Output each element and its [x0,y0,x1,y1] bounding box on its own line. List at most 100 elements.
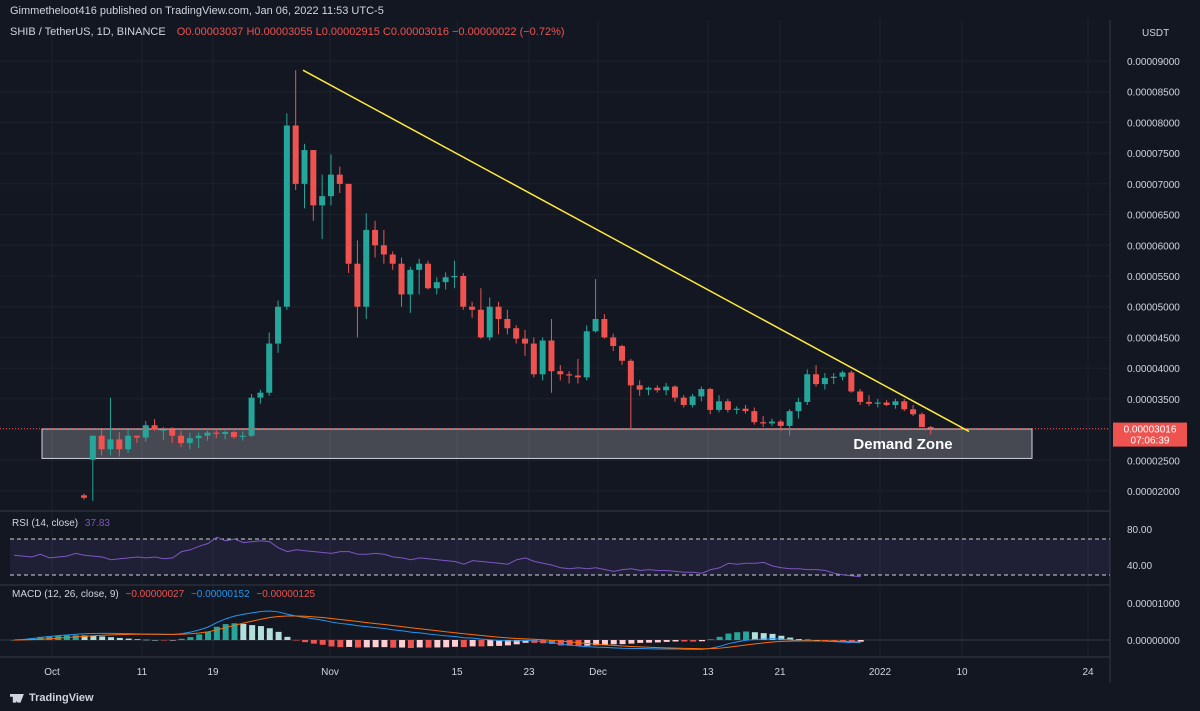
candle-body [548,340,555,372]
macd-bar [787,637,794,640]
candle-body [839,372,846,377]
macd-bar [549,640,556,644]
macd-bar [646,640,653,643]
candle-body [901,401,908,410]
macd-bar [584,640,591,646]
price-tick: 0.00009000 [1127,57,1180,68]
macd-bar [795,639,802,640]
macd-bar [707,639,714,640]
grid [0,20,1110,657]
price-tick: 0.00003500 [1127,395,1180,406]
candle-body [204,432,211,436]
macd-bar [37,636,44,640]
currency-label: USDT [1142,28,1170,39]
time-axis[interactable]: Oct 11 19 Nov 15 23 Dec 13 21 2022 10 24 [44,667,1094,678]
candle-body [645,387,652,390]
macd-bar [213,626,220,640]
macd-bar [840,640,847,642]
candle-body [257,392,264,398]
candle-body [918,414,925,428]
candle-body [107,439,114,450]
price-tick: 0.00006500 [1127,211,1180,222]
candle-body [865,401,872,404]
macd-bar [81,635,88,640]
candle-body [380,245,387,255]
macd-label: MACD (12, 26, close, 9) [12,589,119,600]
tradingview-icon [10,693,24,703]
macd-bar [416,640,423,648]
candle-body [310,150,317,206]
candle-body [98,435,105,450]
candle-body [301,150,308,184]
countdown-value: 07:06:39 [1131,436,1170,447]
macd-bar [831,640,838,641]
candle-body [513,328,520,339]
candle-body [89,435,96,460]
macd-bar [381,640,388,648]
candle-body [354,263,361,307]
candle-body [795,401,802,412]
candle-body [363,229,370,307]
candle-body [671,386,678,398]
candle-body [460,276,467,307]
time-tick: 21 [774,667,786,678]
rsi-line [13,536,861,578]
macd-bar [690,640,697,642]
candle-body [160,429,167,431]
macd-bar [469,640,476,647]
price-tick: 0.00002000 [1127,487,1180,498]
candle-body [486,306,493,338]
candle-body [186,438,193,444]
macd-bar [460,640,467,648]
price-tick: 0.00006000 [1127,241,1180,252]
price-tick: 0.00008500 [1127,88,1180,99]
candle-body [927,427,934,429]
macd-bar [716,636,723,640]
candle-body [169,429,176,436]
candle-body [716,401,723,410]
candle-body [892,401,899,405]
candle-body [698,389,705,397]
last-price-label [1113,422,1187,447]
candle-body [910,409,917,415]
candle-body [495,306,502,319]
rsi-axis-40: 40.00 [1127,561,1152,572]
time-tick: Nov [321,667,339,678]
candle-body [636,385,643,390]
candle-body [504,319,511,329]
candle-body [804,374,811,402]
macd-bar [557,640,564,646]
macd-bar [610,640,617,645]
trendline[interactable] [302,69,970,433]
publisher-text: Gimmetheloot416 published on TradingView… [10,5,384,17]
candle-body [283,125,290,307]
publish-header: Gimmetheloot416 published on TradingView… [0,0,1200,39]
signal-line [13,615,861,650]
tradingview-logo[interactable]: TradingView [10,692,94,704]
candles [81,70,934,501]
time-tick: 10 [956,667,968,678]
candle-body [574,375,581,378]
macd-bar [187,637,194,640]
price-tick: 0.00005000 [1127,303,1180,314]
candle-body [275,306,282,344]
candle-body [416,263,423,270]
macd-bar [504,640,511,646]
candle-body [469,306,476,310]
time-tick: Oct [44,667,60,678]
candle-body [768,421,775,424]
price-tick: 0.00007500 [1127,149,1180,160]
candle-body [424,263,431,289]
macd-bar [425,640,432,648]
candle-body [222,432,229,434]
candle-body [610,337,617,347]
price-tick: 0.00004000 [1127,364,1180,375]
macd-bar [478,640,485,647]
macd-bar [90,635,97,640]
candle-body [777,421,784,426]
candle-body [592,319,599,332]
macd-bar [46,636,53,640]
histogram-value: −0.00000125 [256,589,316,600]
macd-bar [857,640,864,642]
